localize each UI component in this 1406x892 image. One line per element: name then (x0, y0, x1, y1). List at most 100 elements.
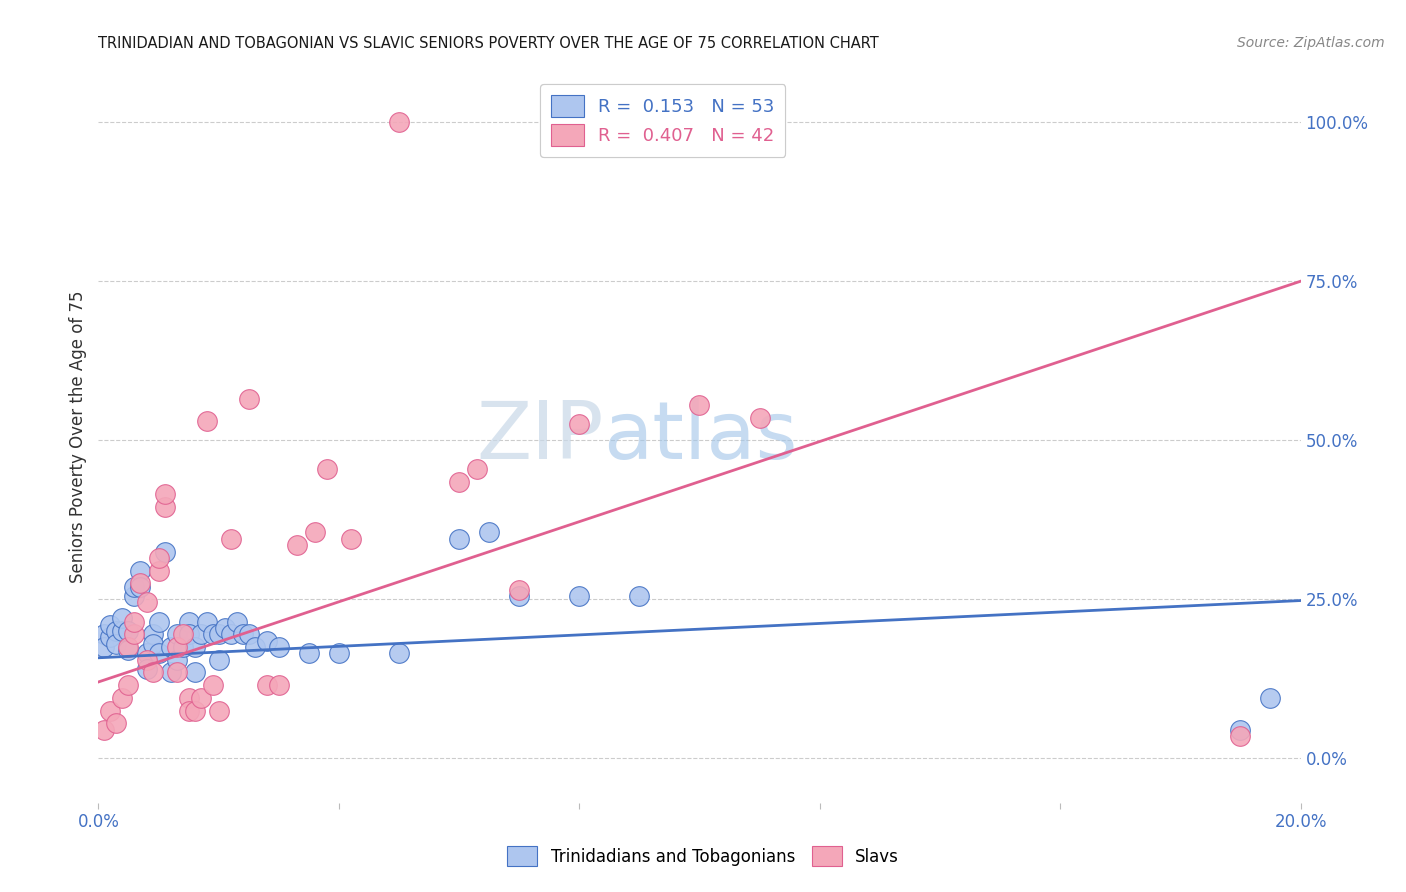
Point (153, 487, 176, 501)
Point (124, 580, 146, 594)
Point (141, 637, 163, 651)
Point (183, 704, 205, 718)
Point (388, 646, 411, 660)
Point (201, 678, 224, 692)
Point (172, 627, 194, 641)
Point (208, 704, 231, 718)
Point (285, 538, 308, 552)
Point (111, 611, 134, 625)
Point (124, 589, 146, 603)
Point (93, 640, 115, 654)
Point (478, 525, 501, 540)
Point (166, 653, 188, 667)
Point (135, 595, 157, 609)
Point (100, 704, 122, 718)
Point (177, 690, 200, 705)
Point (219, 532, 242, 546)
Point (124, 627, 146, 641)
Point (159, 665, 181, 680)
Point (208, 653, 231, 667)
Point (105, 624, 128, 638)
Point (153, 500, 176, 514)
Point (166, 640, 188, 654)
Point (508, 582, 530, 597)
Point (148, 550, 170, 565)
Point (304, 525, 326, 540)
Point (148, 564, 170, 578)
Point (117, 624, 139, 638)
Point (148, 615, 170, 629)
Point (298, 646, 321, 660)
Point (190, 627, 212, 641)
Point (153, 544, 176, 558)
Point (100, 631, 122, 645)
Point (93, 723, 115, 737)
Point (141, 665, 163, 680)
Legend: R =  0.153   N = 53, R =  0.407   N = 42: R = 0.153 N = 53, R = 0.407 N = 42 (540, 84, 785, 157)
Point (508, 589, 530, 603)
Point (172, 640, 194, 654)
Point (111, 624, 134, 638)
Point (93, 627, 115, 641)
Point (135, 662, 157, 676)
Point (256, 678, 278, 692)
Point (166, 627, 188, 641)
Point (148, 646, 170, 660)
Point (225, 615, 247, 629)
Text: ZIP: ZIP (477, 398, 603, 476)
Point (183, 665, 205, 680)
Point (238, 627, 260, 641)
Point (568, 417, 591, 432)
Point (195, 414, 218, 428)
Text: atlas: atlas (603, 398, 797, 476)
Point (689, 398, 711, 412)
Point (328, 646, 350, 660)
Point (214, 621, 236, 635)
Point (117, 678, 139, 692)
Point (1229, 723, 1251, 737)
Point (183, 640, 205, 654)
Point (124, 615, 146, 629)
Point (256, 633, 278, 648)
Point (117, 640, 139, 654)
Point (190, 690, 212, 705)
Point (111, 690, 134, 705)
Text: Source: ZipAtlas.com: Source: ZipAtlas.com (1237, 36, 1385, 50)
Point (177, 615, 200, 629)
Point (117, 643, 139, 657)
Point (129, 580, 152, 594)
Point (141, 627, 163, 641)
Point (105, 637, 128, 651)
Point (748, 411, 770, 425)
Point (243, 640, 266, 654)
Point (177, 627, 200, 641)
Point (388, 115, 411, 129)
Point (159, 640, 181, 654)
Point (129, 564, 152, 578)
Point (129, 576, 152, 591)
Point (628, 589, 651, 603)
Point (447, 532, 470, 546)
Legend: Trinidadians and Tobagonians, Slavs: Trinidadians and Tobagonians, Slavs (499, 838, 907, 875)
Point (166, 665, 188, 680)
Point (267, 640, 290, 654)
Point (1229, 729, 1251, 743)
Point (232, 627, 254, 641)
Point (135, 646, 157, 660)
Point (177, 704, 200, 718)
Point (195, 615, 218, 629)
Point (135, 653, 157, 667)
Point (267, 678, 290, 692)
Point (465, 462, 488, 476)
Point (568, 589, 591, 603)
Point (100, 617, 122, 632)
Point (1260, 690, 1282, 705)
Point (238, 392, 260, 406)
Point (315, 462, 337, 476)
Point (201, 627, 224, 641)
Text: TRINIDADIAN AND TOBAGONIAN VS SLAVIC SENIORS POVERTY OVER THE AGE OF 75 CORRELAT: TRINIDADIAN AND TOBAGONIAN VS SLAVIC SEN… (98, 36, 879, 51)
Point (105, 716, 128, 731)
Point (219, 627, 242, 641)
Point (208, 627, 231, 641)
Y-axis label: Seniors Poverty Over the Age of 75: Seniors Poverty Over the Age of 75 (69, 291, 87, 583)
